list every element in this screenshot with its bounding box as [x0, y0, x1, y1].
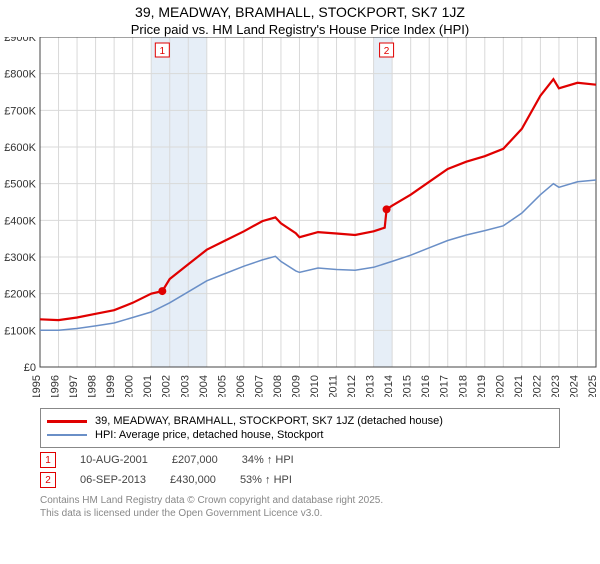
svg-text:£0: £0	[24, 362, 36, 374]
svg-text:2011: 2011	[328, 375, 340, 397]
svg-text:£900K: £900K	[4, 37, 36, 44]
svg-text:1: 1	[160, 46, 166, 57]
svg-text:2012: 2012	[346, 375, 358, 397]
svg-text:£500K: £500K	[4, 179, 36, 191]
svg-text:2023: 2023	[550, 375, 562, 397]
footer-line-1: Contains HM Land Registry data © Crown c…	[40, 494, 560, 507]
svg-text:2000: 2000	[124, 375, 136, 397]
line-chart-svg: £0 £100K £200K £300K £400K £500K £600K £700K £80…	[0, 37, 600, 397]
svg-text:2013: 2013	[365, 375, 377, 397]
legend-swatch-hpi	[47, 434, 87, 436]
svg-text:£800K: £800K	[4, 69, 36, 81]
title-block: 39, MEADWAY, BRAMHALL, STOCKPORT, SK7 1J…	[0, 4, 600, 37]
sale-marker-2: 2	[40, 472, 56, 488]
svg-text:2025: 2025	[587, 375, 599, 397]
legend-row-hpi: HPI: Average price, detached house, Stoc…	[47, 429, 553, 441]
svg-text:£600K: £600K	[4, 142, 36, 154]
sale-date-1: 10-AUG-2001	[80, 454, 148, 466]
svg-text:2006: 2006	[235, 375, 247, 397]
footer: Contains HM Land Registry data © Crown c…	[40, 494, 560, 520]
svg-text:1997: 1997	[68, 375, 80, 397]
svg-text:£100K: £100K	[4, 325, 36, 337]
svg-text:2016: 2016	[420, 375, 432, 397]
svg-text:£200K: £200K	[4, 289, 36, 301]
chart-area: £0 £100K £200K £300K £400K £500K £600K £700K £80…	[0, 37, 600, 402]
svg-text:2021: 2021	[513, 375, 525, 397]
svg-text:1995: 1995	[31, 375, 43, 397]
footer-line-2: This data is licensed under the Open Gov…	[40, 507, 560, 520]
sale-delta-2: 53% ↑ HPI	[240, 474, 292, 486]
svg-text:2009: 2009	[290, 375, 302, 397]
sale-price-1: £207,000	[172, 454, 218, 466]
svg-text:2010: 2010	[309, 375, 321, 397]
legend-swatch-price	[47, 420, 87, 423]
svg-text:2018: 2018	[457, 375, 469, 397]
svg-text:2014: 2014	[383, 375, 395, 397]
svg-text:2005: 2005	[216, 375, 228, 397]
legend: 39, MEADWAY, BRAMHALL, STOCKPORT, SK7 1J…	[40, 408, 560, 448]
svg-text:£400K: £400K	[4, 215, 36, 227]
sale-row-1: 1 10-AUG-2001 £207,000 34% ↑ HPI	[40, 452, 560, 468]
svg-text:2020: 2020	[494, 375, 506, 397]
sale-date-2: 06-SEP-2013	[80, 474, 146, 486]
svg-text:2002: 2002	[161, 375, 173, 397]
title-subtitle: Price paid vs. HM Land Registry's House …	[0, 22, 600, 37]
svg-text:1996: 1996	[50, 375, 62, 397]
svg-text:2007: 2007	[253, 375, 265, 397]
svg-text:2001: 2001	[142, 375, 154, 397]
svg-text:2019: 2019	[476, 375, 488, 397]
sale-price-2: £430,000	[170, 474, 216, 486]
svg-text:2024: 2024	[568, 375, 580, 397]
svg-text:2017: 2017	[439, 375, 451, 397]
sale-row-2: 2 06-SEP-2013 £430,000 53% ↑ HPI	[40, 472, 560, 488]
sale-delta-1: 34% ↑ HPI	[242, 454, 294, 466]
sale-marker-1: 1	[40, 452, 56, 468]
legend-label-price: 39, MEADWAY, BRAMHALL, STOCKPORT, SK7 1J…	[95, 415, 443, 427]
svg-text:£300K: £300K	[4, 252, 36, 264]
svg-text:2022: 2022	[531, 375, 543, 397]
svg-text:2: 2	[384, 46, 390, 57]
svg-text:2003: 2003	[179, 375, 191, 397]
svg-text:2015: 2015	[402, 375, 414, 397]
title-address: 39, MEADWAY, BRAMHALL, STOCKPORT, SK7 1J…	[0, 4, 600, 20]
svg-text:2004: 2004	[198, 375, 210, 397]
svg-text:£700K: £700K	[4, 105, 36, 117]
legend-label-hpi: HPI: Average price, detached house, Stoc…	[95, 429, 324, 441]
legend-row-price: 39, MEADWAY, BRAMHALL, STOCKPORT, SK7 1J…	[47, 415, 553, 427]
svg-text:1999: 1999	[105, 375, 117, 397]
svg-text:2008: 2008	[272, 375, 284, 397]
svg-text:1998: 1998	[87, 375, 99, 397]
